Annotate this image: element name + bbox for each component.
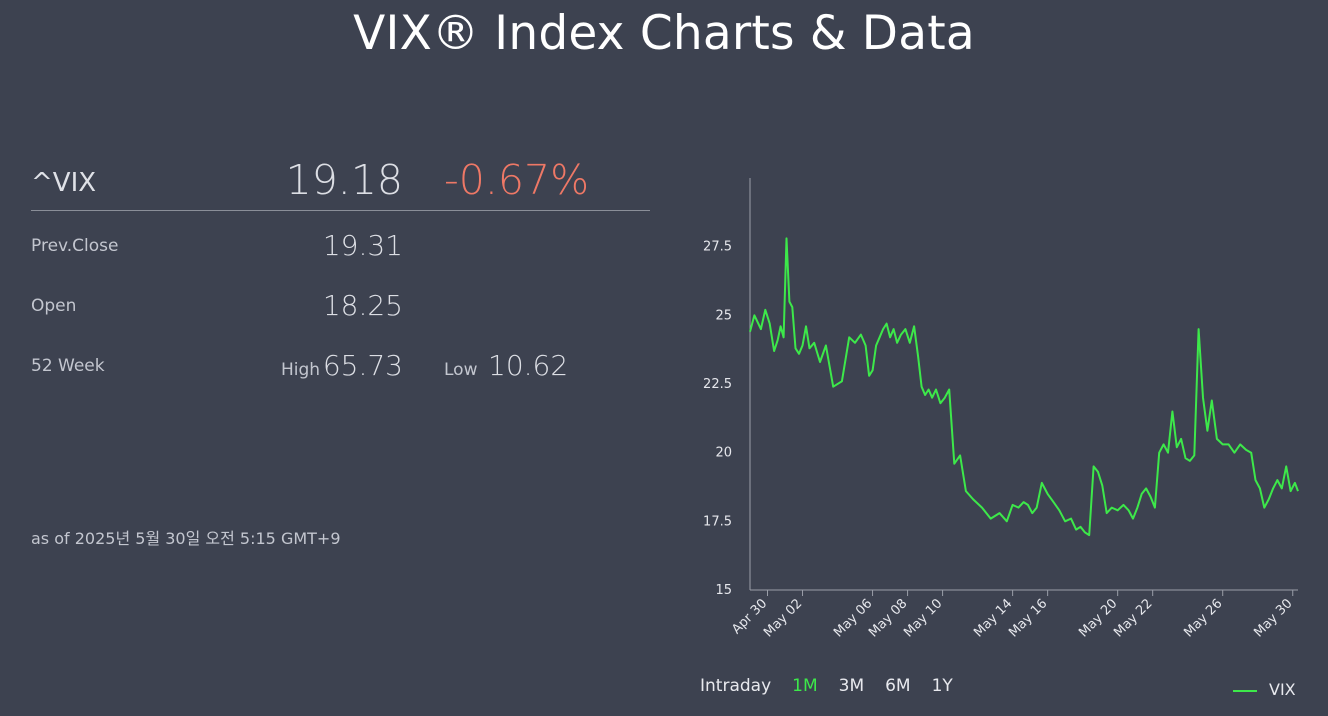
week52-label: 52 Week <box>31 356 105 376</box>
page-title: VIX® Index Charts & Data <box>353 6 975 61</box>
x-tick-label: May 10 <box>901 596 945 640</box>
week52-low-value: 10.62 <box>488 349 569 382</box>
divider <box>31 210 650 211</box>
tab-1y[interactable]: 1Y <box>931 676 953 696</box>
tab-6m[interactable]: 6M <box>885 676 911 696</box>
tab-1m[interactable]: 1M <box>792 676 818 696</box>
as-of-timestamp: as of 2025년 5월 30일 오전 5:15 GMT+9 <box>31 529 341 548</box>
y-tick-label: 27.5 <box>703 240 732 255</box>
open-value: 18.25 <box>322 289 403 322</box>
legend-swatch <box>1233 689 1257 692</box>
x-tick-label: May 26 <box>1181 596 1225 640</box>
week52-high-label: High <box>281 360 321 380</box>
y-tick-label: 20 <box>715 446 732 461</box>
tab-intraday[interactable]: Intraday <box>700 676 772 696</box>
price-change: -0.67% <box>444 156 590 204</box>
series-group <box>749 237 1299 537</box>
legend-label: VIX <box>1269 680 1296 699</box>
y-tick-label: 17.5 <box>703 514 732 529</box>
y-tick-label: 15 <box>715 583 732 598</box>
x-tick-label: May 22 <box>1111 596 1155 640</box>
week52-low-label: Low <box>444 360 478 380</box>
prev-close-value: 19.31 <box>322 229 403 262</box>
x-tick-label: May 30 <box>1251 596 1295 640</box>
y-tick-label: 25 <box>715 308 732 323</box>
x-tick-label: May 02 <box>761 596 805 640</box>
last-price: 19.18 <box>285 156 403 204</box>
series-line-vix <box>749 237 1299 537</box>
prev-close-label: Prev.Close <box>31 236 119 256</box>
y-tick-label: 22.5 <box>703 377 732 392</box>
x-tick-label: May 16 <box>1006 596 1050 640</box>
y-axis: 15 17.5 20 22.5 25 27.5 <box>703 178 751 598</box>
week52-high-value: 65.73 <box>322 349 403 382</box>
tab-3m[interactable]: 3M <box>838 676 865 696</box>
range-tabs: Intraday 1M 3M 6M 1Y <box>700 676 974 696</box>
ticker-symbol: ^VIX <box>31 168 97 198</box>
legend: VIX <box>1233 680 1296 699</box>
open-label: Open <box>31 296 77 316</box>
